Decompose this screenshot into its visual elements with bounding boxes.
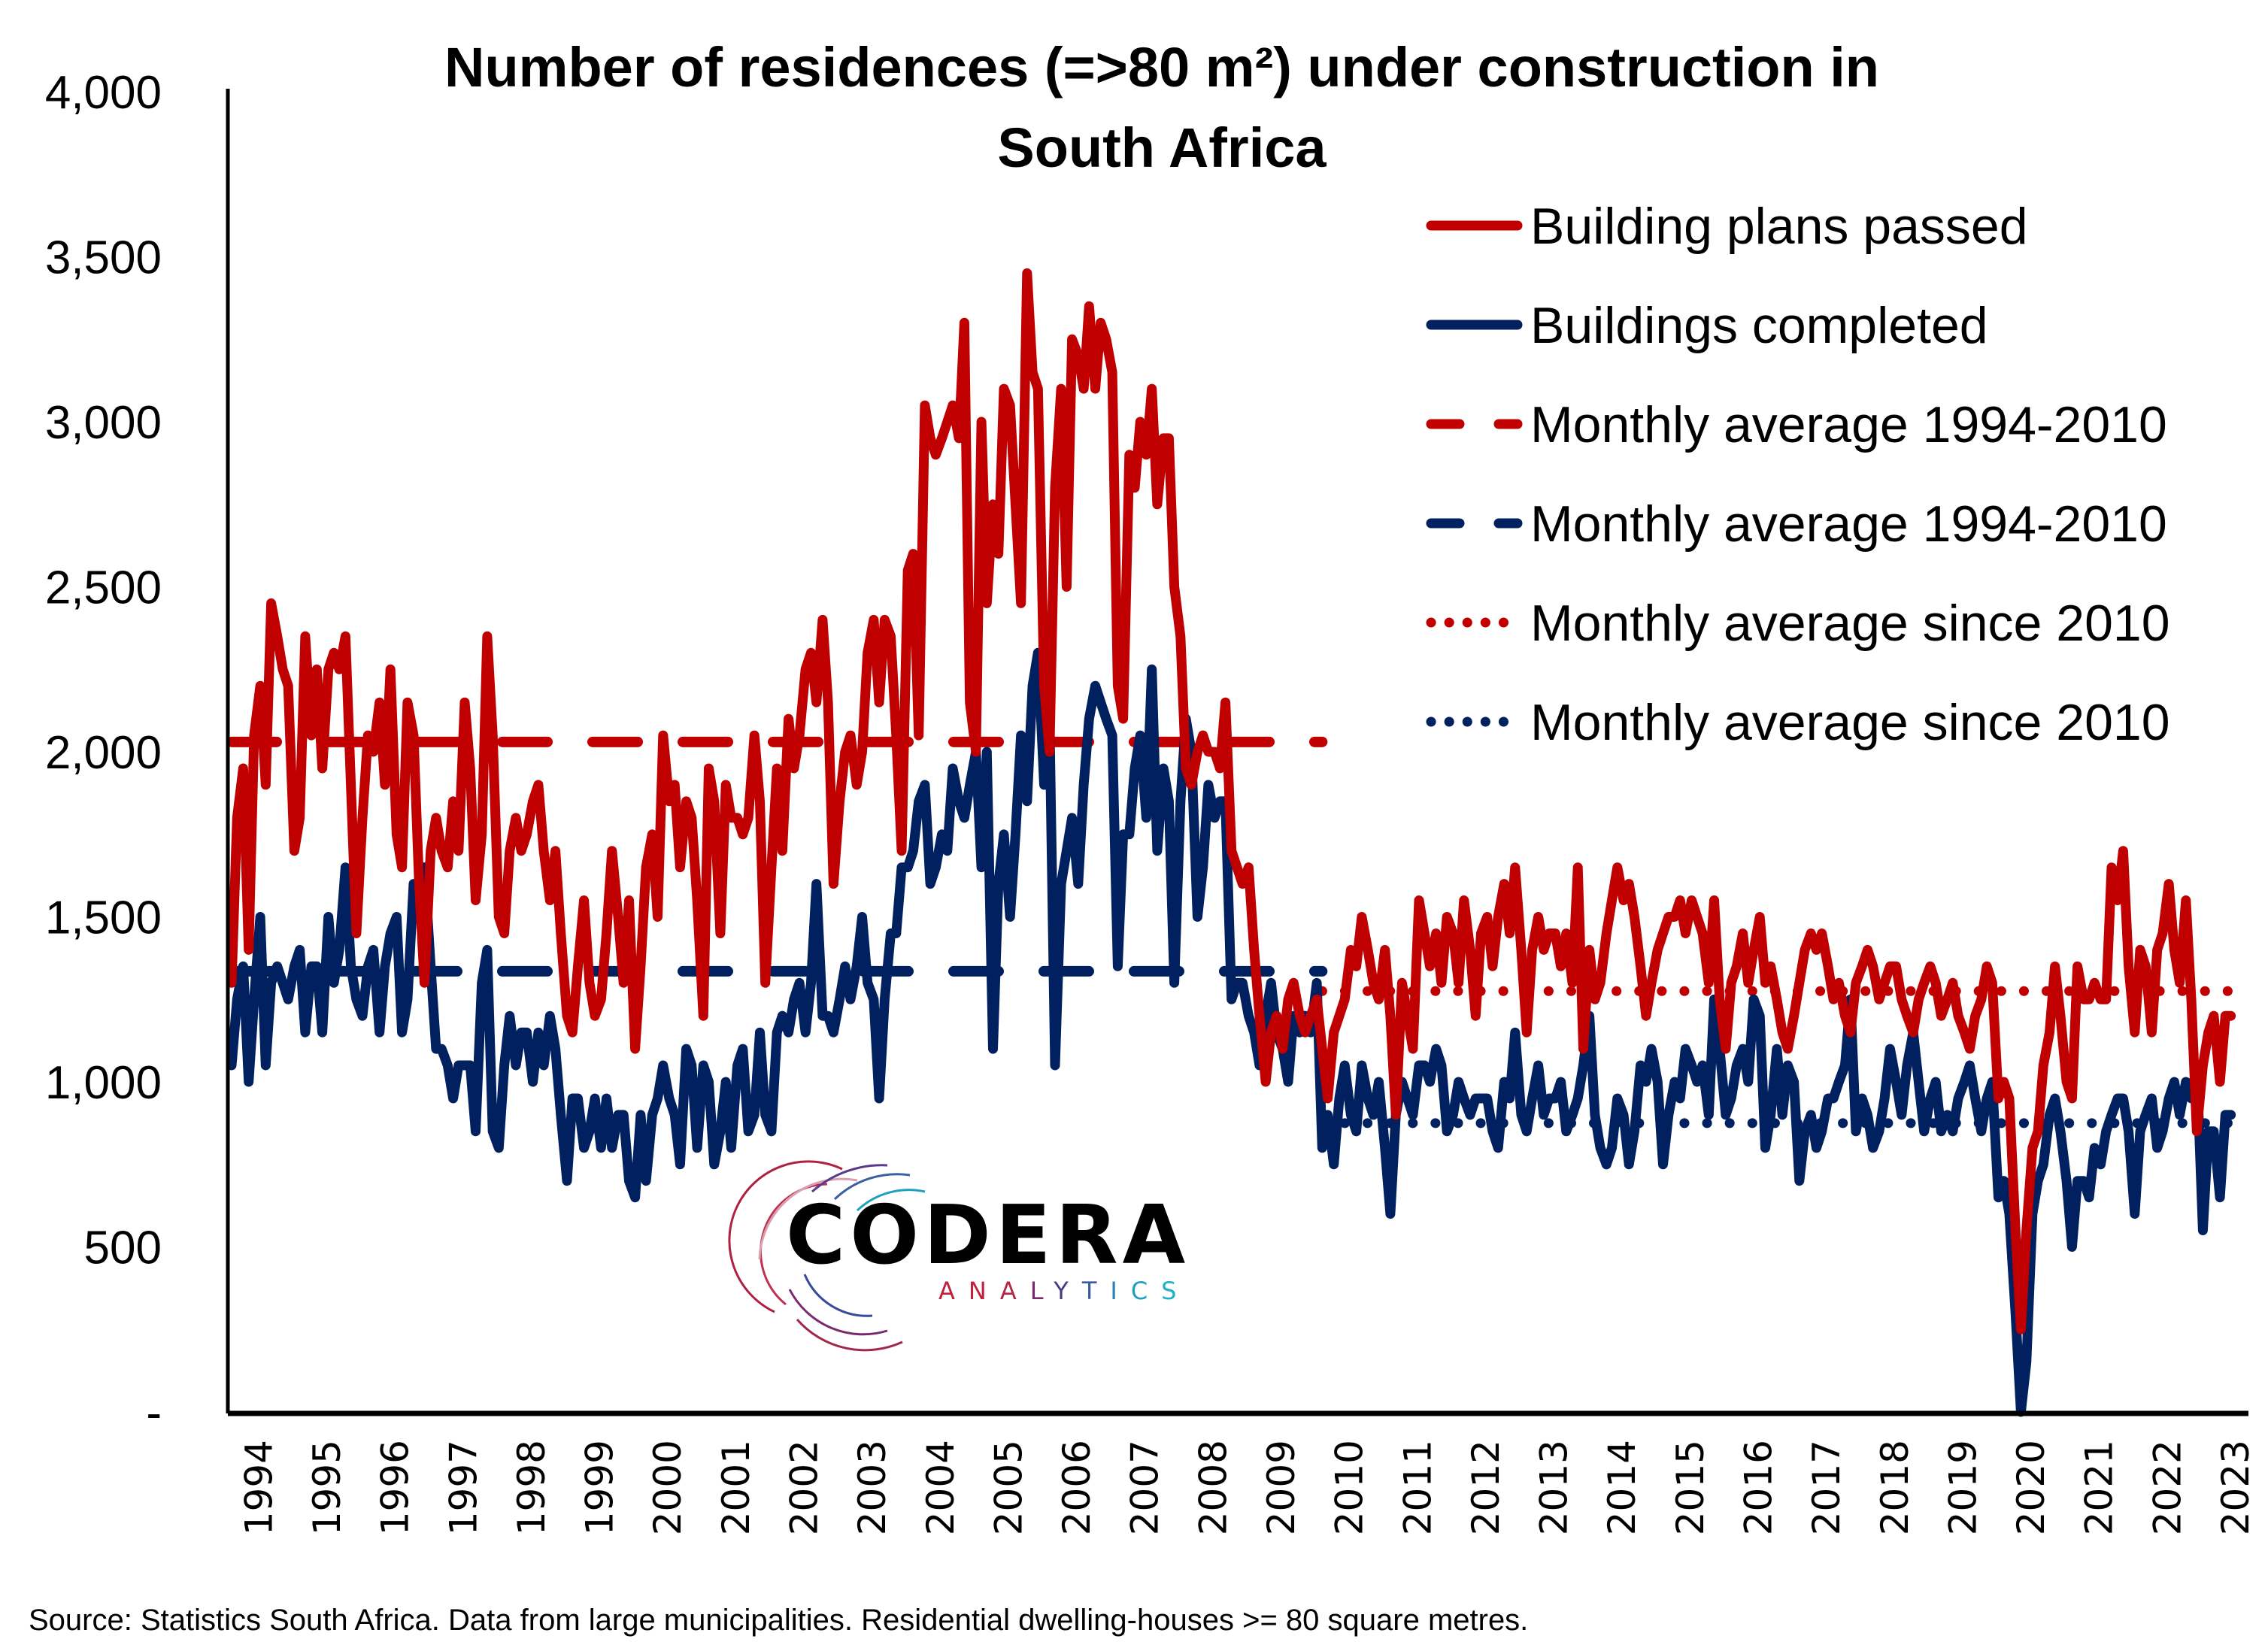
y-tick-label: 1,500 [45, 892, 162, 944]
x-tick-label: 2003 [850, 1440, 894, 1535]
legend: Building plans passed Buildings completed… [1426, 198, 2170, 751]
chart-title: Number of residences (=>80 m²) under con… [444, 36, 1879, 179]
legend-label: Building plans passed [1530, 198, 2028, 255]
x-tick-label: 2002 [782, 1440, 826, 1535]
x-tick-label: 1998 [510, 1440, 553, 1535]
logo-circuit-icon [728, 1160, 926, 1352]
x-tick-label: 2017 [1805, 1440, 1848, 1535]
x-tick-label: 2016 [1736, 1440, 1780, 1535]
legend-item: Building plans passed [1426, 198, 2028, 255]
x-tick-label: 2012 [1464, 1440, 1508, 1535]
series-line-buildings-completed [226, 647, 2236, 1417]
x-tick-label: 2004 [919, 1440, 963, 1535]
y-axis-ticks: - 500 1,000 1,500 2,000 2,500 3,000 3,500 4,000 [45, 67, 162, 1439]
x-tick-label: 2006 [1055, 1440, 1099, 1535]
x-tick-label: 2007 [1123, 1440, 1167, 1535]
y-tick-label: 4,000 [45, 67, 162, 119]
x-axis-ticks: 1994 1995 1996 1997 1998 1999 2000 2001 2002 2003… [237, 1440, 2257, 1535]
y-tick-label: 500 [84, 1222, 162, 1274]
legend-item: Monthly average since 2010 [1426, 694, 2170, 751]
legend-item: Monthly average 1994-2010 [1426, 495, 2167, 553]
x-tick-label: 2018 [1873, 1440, 1917, 1535]
x-tick-label: 1997 [441, 1440, 485, 1535]
y-tick-label: 2,500 [45, 562, 162, 614]
legend-label: Monthly average 1994-2010 [1530, 396, 2167, 453]
legend-item: Monthly average 1994-2010 [1426, 396, 2167, 453]
x-tick-label: 2022 [2145, 1440, 2189, 1535]
x-tick-label: 2008 [1191, 1440, 1235, 1535]
x-tick-label: 2005 [987, 1440, 1030, 1535]
x-tick-label: 2019 [1941, 1440, 1984, 1535]
x-tick-label: 2015 [1669, 1440, 1712, 1535]
x-tick-label: 1994 [237, 1440, 280, 1535]
x-tick-label: 2021 [2078, 1440, 2121, 1535]
legend-label: Buildings completed [1530, 297, 1988, 354]
legend-item: Buildings completed [1426, 297, 1988, 354]
x-tick-label: 2023 [2214, 1440, 2257, 1535]
chart-title-line-1: Number of residences (=>80 m²) under con… [444, 36, 1879, 98]
logo-wordmark: CODERA [786, 1189, 1190, 1283]
legend-label: Monthly average 1994-2010 [1530, 495, 2167, 553]
codera-logo: CODERA ANALYTICS [728, 1160, 1190, 1352]
y-tick-label: 1,000 [45, 1057, 162, 1109]
x-tick-label: 2001 [714, 1440, 758, 1535]
legend-label: Monthly average since 2010 [1530, 694, 2170, 751]
source-note: Source: Statistics South Africa. Data fr… [29, 1604, 1528, 1637]
x-tick-label: 2013 [1533, 1440, 1576, 1535]
y-tick-label: - [146, 1387, 162, 1439]
logo-subtitle: ANALYTICS [938, 1277, 1190, 1305]
x-tick-label: 1999 [578, 1440, 622, 1535]
y-tick-label: 3,000 [45, 397, 162, 449]
series-line-plans-passed [226, 268, 2236, 1334]
chart-title-line-2: South Africa [997, 117, 1327, 179]
x-tick-label: 2014 [1600, 1440, 1644, 1535]
x-tick-label: 2020 [2009, 1440, 2053, 1535]
y-tick-label: 3,500 [45, 232, 162, 284]
x-tick-label: 1996 [374, 1440, 417, 1535]
x-tick-label: 2010 [1328, 1440, 1372, 1535]
series-layer [226, 268, 2236, 1417]
legend-item: Monthly average since 2010 [1426, 595, 2170, 652]
y-tick-label: 2,000 [45, 727, 162, 779]
x-tick-label: 2009 [1260, 1440, 1303, 1535]
x-tick-label: 2011 [1396, 1440, 1439, 1535]
x-tick-label: 2000 [646, 1440, 690, 1535]
x-tick-label: 1995 [305, 1440, 349, 1535]
legend-label: Monthly average since 2010 [1530, 595, 2170, 652]
